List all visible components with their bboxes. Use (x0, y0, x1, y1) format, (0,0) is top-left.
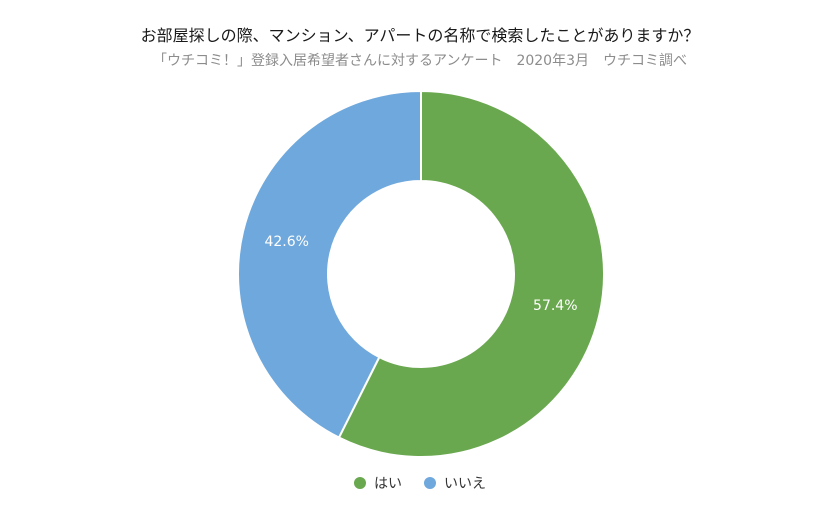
chart-title: お部屋探しの際、マンション、アパートの名称で検索したことがありますか？ (140, 26, 700, 45)
legend: はい いいえ (0, 473, 840, 493)
data-label-yes: 57.4% (533, 298, 577, 314)
legend-item-yes: はい (354, 473, 402, 493)
chart-subtitle: 「ウチコミ！」登録入居希望者さんに対するアンケート 2020年3月 ウチコミ調べ (153, 53, 687, 69)
slice-no (237, 89, 422, 439)
legend-label-no: いいえ (444, 476, 486, 492)
legend-item-no: いいえ (424, 473, 486, 493)
legend-label-yes: はい (374, 476, 402, 492)
slice-yes (337, 89, 605, 458)
legend-marker-no (424, 477, 436, 489)
legend-marker-yes (354, 477, 366, 489)
data-label-no: 42.6% (264, 234, 308, 250)
